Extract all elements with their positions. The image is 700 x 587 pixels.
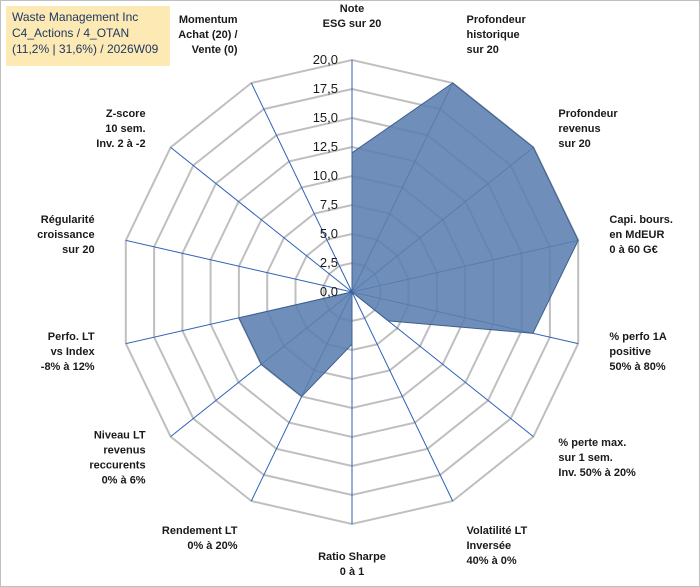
performance-summary: (11,2% | 31,6%) / 2026W09 bbox=[12, 42, 159, 56]
axis-label-line: sur 1 sem. bbox=[558, 452, 612, 464]
axis-label-line: Inv. 2 à -2 bbox=[96, 138, 145, 150]
axis-label-line: positive bbox=[609, 346, 651, 358]
axis-label-line: sur 20 bbox=[467, 44, 499, 56]
axis-label-line: Note bbox=[340, 3, 364, 15]
axis-label-line: revenus bbox=[103, 445, 145, 457]
axis-label-line: sur 20 bbox=[62, 244, 94, 256]
axis-label-line: 0 à 60 G€ bbox=[609, 244, 657, 256]
axis-labels: Note ESG sur 20 Profondeur historique sur 20… bbox=[37, 3, 673, 578]
spoke-6 bbox=[351, 291, 454, 502]
tick-label-5: 12,5 bbox=[313, 139, 338, 154]
tick-label-7: 17,5 bbox=[313, 81, 338, 96]
tick-label-2: 5,0 bbox=[320, 226, 338, 241]
axis-label-line: 0% à 6% bbox=[102, 475, 146, 487]
axis-label-4: % perfo 1A positive 50% à 80% bbox=[609, 331, 667, 373]
axis-label-line: ESG sur 20 bbox=[323, 18, 382, 30]
radar-series bbox=[238, 82, 579, 398]
axis-label-10: Perfo. LT vs Index -8% à 12% bbox=[41, 331, 96, 373]
axis-label-line: reccurents bbox=[89, 460, 145, 472]
axis-label-12: Z-score 10 sem. Inv. 2 à -2 bbox=[96, 108, 145, 150]
axis-label-line: 10 sem. bbox=[105, 123, 145, 135]
tick-label-3: 7,5 bbox=[320, 197, 338, 212]
axis-label-line: revenus bbox=[558, 123, 600, 135]
axis-label-3: Capi. bours. en MdEUR 0 à 60 G€ bbox=[609, 214, 673, 256]
axis-label-8: Rendement LT 0% à 20% bbox=[162, 525, 238, 552]
axis-label-line: % perte max. bbox=[558, 437, 626, 449]
portfolio-name: C4_Actions / 4_OTAN bbox=[12, 26, 130, 40]
axis-label-line: Régularité bbox=[41, 214, 95, 226]
axis-label-line: en MdEUR bbox=[609, 229, 664, 241]
axis-label-line: Niveau LT bbox=[94, 430, 146, 442]
axis-label-line: Volatilité LT bbox=[467, 525, 528, 537]
axis-label-line: Perfo. LT bbox=[48, 331, 95, 343]
axis-label-11: Régularité croissance sur 20 bbox=[37, 214, 94, 256]
axis-label-line: Rendement LT bbox=[162, 525, 238, 537]
axis-label-line: Capi. bours. bbox=[609, 214, 673, 226]
axis-label-9: Niveau LT revenus reccurents 0% à 6% bbox=[89, 430, 146, 487]
axis-label-line: Vente (0) bbox=[192, 44, 238, 56]
axis-label-line: Achat (20) / bbox=[178, 29, 237, 41]
axis-label-line: Profondeur bbox=[558, 108, 618, 120]
axis-label-line: Ratio Sharpe bbox=[318, 551, 386, 563]
spoke-13 bbox=[250, 82, 353, 293]
axis-label-line: historique bbox=[467, 29, 520, 41]
axis-label-0: Note ESG sur 20 bbox=[323, 3, 382, 30]
chart-title-box: Waste Management Inc C4_Actions / 4_OTAN… bbox=[6, 6, 170, 66]
axis-label-line: 40% à 0% bbox=[467, 555, 517, 567]
axis-label-5: % perte max. sur 1 sem. Inv. 50% à 20% bbox=[558, 437, 636, 479]
axis-label-line: Momentum bbox=[179, 14, 238, 26]
axis-label-line: Inv. 50% à 20% bbox=[558, 467, 636, 479]
tick-label-1: 2,5 bbox=[320, 255, 338, 270]
axis-label-line: % perfo 1A bbox=[609, 331, 667, 343]
axis-label-line: sur 20 bbox=[558, 138, 590, 150]
tick-label-6: 15,0 bbox=[313, 110, 338, 125]
axis-label-6: Volatilité LT Inversée 40% à 0% bbox=[467, 525, 528, 567]
spoke-11 bbox=[125, 239, 353, 293]
axis-label-13: Momentum Achat (20) / Vente (0) bbox=[178, 14, 238, 56]
axis-label-line: 0% à 20% bbox=[187, 540, 237, 552]
axis-label-line: Profondeur bbox=[467, 14, 527, 26]
tick-label-0: 0,0 bbox=[320, 284, 338, 299]
tick-label-8: 20,0 bbox=[313, 52, 338, 67]
axis-label-line: croissance bbox=[37, 229, 94, 241]
axis-label-line: -8% à 12% bbox=[41, 361, 95, 373]
axis-label-line: 50% à 80% bbox=[609, 361, 665, 373]
axis-label-line: 0 à 1 bbox=[340, 566, 364, 578]
axis-label-line: Z-score bbox=[106, 108, 146, 120]
axis-label-7: Ratio Sharpe 0 à 1 bbox=[318, 551, 386, 578]
axis-label-line: vs Index bbox=[51, 346, 96, 358]
series-area bbox=[238, 82, 579, 398]
radial-tick-labels: 0,0 2,5 5,0 7,5 10,0 12,5 15,0 17,5 20,0 bbox=[313, 52, 338, 299]
spoke-12 bbox=[170, 147, 353, 293]
tick-label-4: 10,0 bbox=[313, 168, 338, 183]
axis-label-2: Profondeur revenus sur 20 bbox=[558, 108, 618, 150]
axis-label-1: Profondeur historique sur 20 bbox=[467, 14, 527, 56]
axis-label-line: Inversée bbox=[467, 540, 512, 552]
company-name: Waste Management Inc bbox=[12, 10, 139, 24]
